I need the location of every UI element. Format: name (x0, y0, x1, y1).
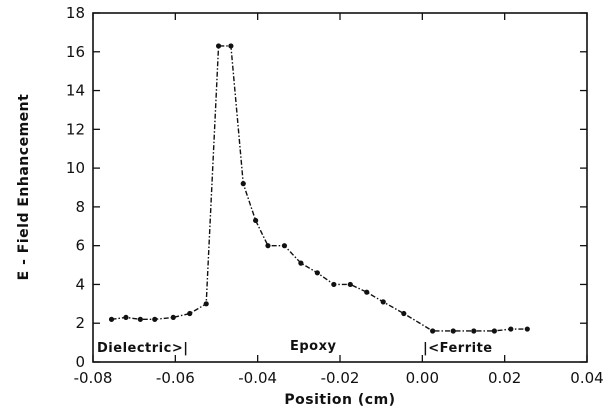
data-point (108, 316, 115, 322)
data-point (203, 301, 209, 307)
data-point (380, 299, 386, 305)
y-tick-label: 8 (75, 198, 85, 216)
x-tick-label: 0.04 (570, 369, 603, 387)
data-point (298, 260, 304, 266)
y-tick-label: 18 (66, 4, 85, 22)
x-axis-label: Position (cm) (284, 392, 395, 408)
y-tick-label: 4 (75, 275, 85, 293)
y-tick-label: 12 (66, 120, 85, 138)
data-point (281, 243, 288, 249)
y-tick-label: 2 (75, 314, 85, 332)
x-tick-label: -0.04 (238, 369, 277, 387)
x-tick-label: 0.02 (488, 369, 521, 387)
data-point (215, 43, 222, 49)
data-point (187, 310, 193, 317)
data-point (508, 326, 514, 332)
data-point (265, 243, 271, 249)
data-point (314, 270, 320, 276)
annotation-epoxy: Epoxy (290, 339, 337, 354)
data-point (491, 328, 497, 334)
data-point (524, 326, 530, 332)
annotation-ferrite: |<Ferrite (423, 341, 493, 356)
data-point (347, 281, 353, 288)
x-tick-label: -0.08 (74, 369, 113, 387)
data-point (240, 181, 246, 187)
data-point (253, 217, 259, 224)
data-point (430, 328, 436, 334)
x-tick-label: 0.00 (406, 369, 439, 387)
data-point (364, 289, 370, 295)
y-tick-label: 6 (75, 237, 85, 255)
data-point (401, 310, 407, 317)
data-point (170, 314, 176, 321)
data-point (137, 316, 143, 322)
data-point (123, 314, 129, 321)
data-point (331, 281, 337, 288)
plot-frame (92, 12, 588, 363)
y-tick-label: 10 (66, 159, 85, 177)
y-axis-label: E - Field Enhancement (16, 94, 32, 281)
x-tick-label: -0.06 (156, 369, 195, 387)
y-axis-ticks: 0 2 4 6 8 10 12 14 16 18 (66, 4, 587, 371)
x-tick-label: -0.02 (321, 369, 360, 387)
data-point (228, 43, 234, 49)
y-tick-label: 0 (75, 353, 85, 371)
series-line (111, 45, 528, 332)
y-tick-label: 14 (66, 82, 85, 100)
data-point (152, 316, 158, 322)
y-tick-label: 16 (66, 43, 85, 61)
series-group (108, 43, 530, 334)
x-axis-ticks: -0.08 -0.06 -0.04 -0.02 0.00 0.02 0.04 (74, 13, 604, 387)
data-point (471, 328, 477, 334)
data-point (450, 328, 456, 334)
annotation-dielectric: Dielectric>| (97, 341, 188, 356)
